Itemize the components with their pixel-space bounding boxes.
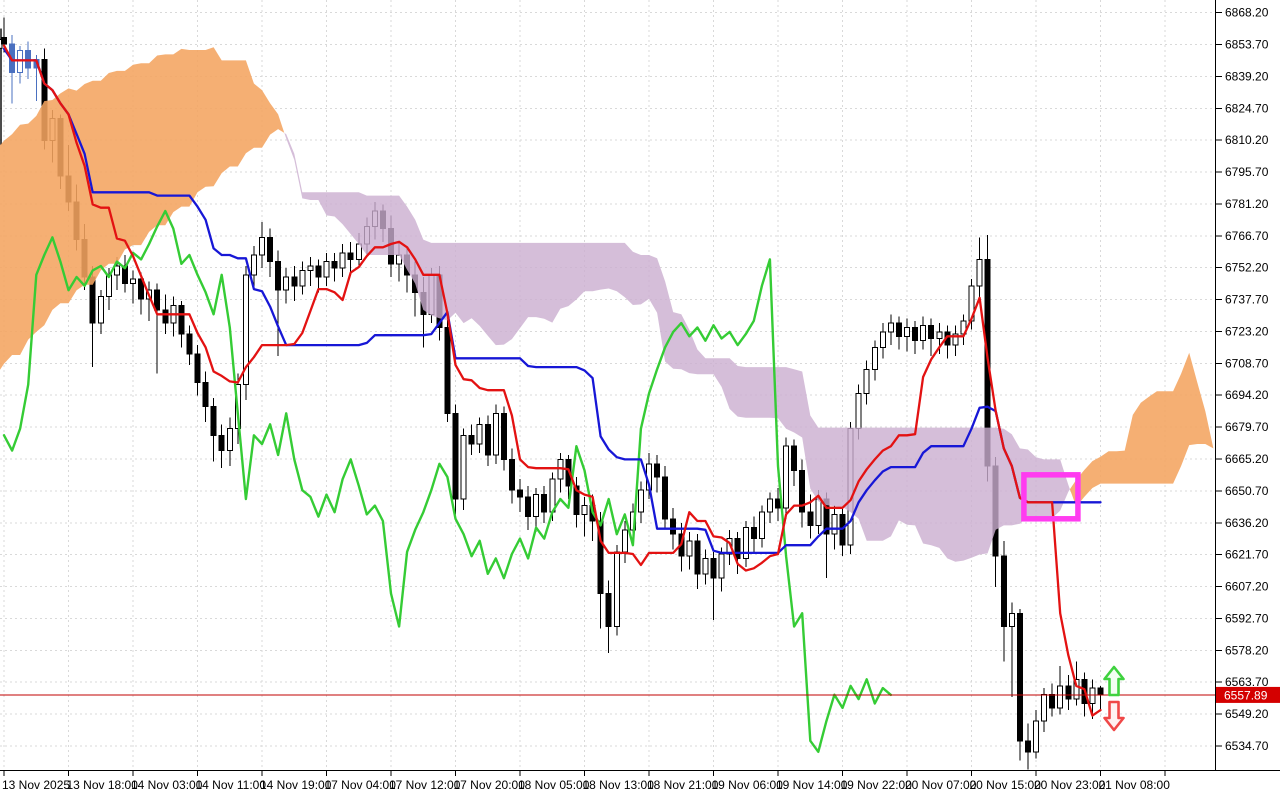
time-tick-label: 14 Nov 03:00 [131, 778, 203, 792]
price-tick-label: 6752.20 [1225, 261, 1269, 275]
time-tick-label: 19 Nov 06:00 [712, 778, 784, 792]
price-tick-label: 6621.70 [1225, 548, 1269, 562]
chikou-span-line [2, 209, 893, 753]
time-axis-panel [0, 771, 1280, 800]
time-tick-label: 17 Nov 20:00 [454, 778, 526, 792]
price-tick-label: 6810.20 [1225, 133, 1269, 147]
price-tick-label: 6694.20 [1225, 388, 1269, 402]
price-tick-label: 6868.20 [1225, 6, 1269, 20]
time-tick-label: 14 Nov 11:00 [196, 778, 267, 792]
time-tick-label: 18 Nov 13:00 [583, 778, 655, 792]
price-tick-label: 6679.70 [1225, 420, 1269, 434]
price-axis-labels: 6868.20 6853.70 6839.20 6824.70 6810.20 6795.… [1216, 6, 1269, 753]
time-tick-label: 17 Nov 12:00 [389, 778, 461, 792]
price-tick-label: 6578.20 [1225, 643, 1269, 657]
time-tick-label: 20 Nov 15:00 [970, 778, 1042, 792]
kijun-sen-line [2, 47, 1102, 555]
price-tick-label: 6708.70 [1225, 356, 1269, 370]
time-tick-label: 18 Nov 05:00 [518, 778, 590, 792]
price-tick-label: 6636.20 [1225, 516, 1269, 530]
tenkan-sen-line [2, 44, 1102, 717]
price-tick-label: 6839.20 [1225, 69, 1269, 83]
plot-area[interactable] [0, 17, 1280, 770]
price-tick-label: 6737.70 [1225, 293, 1269, 307]
price-tick-label: 6592.70 [1225, 611, 1269, 625]
time-tick-label: 13 Nov 18:00 [67, 778, 139, 792]
price-axis-panel [1216, 0, 1280, 800]
price-tick-label: 6650.70 [1225, 484, 1269, 498]
price-tick-label: 6795.70 [1225, 165, 1269, 179]
current-price-badge: 6557.89 [1216, 686, 1280, 703]
price-tick-label: 6853.70 [1225, 38, 1269, 52]
price-tick-label: 6563.70 [1225, 675, 1269, 689]
time-tick-label: 20 Nov 07:00 [905, 778, 977, 792]
partial-candle-left [0, 28, 3, 146]
price-tick-label: 6534.70 [1225, 739, 1269, 753]
time-tick-label: 20 Nov 23:00 [1034, 778, 1106, 792]
time-tick-label: 13 Nov 2025 [2, 778, 70, 792]
price-tick-label: 6781.20 [1225, 197, 1269, 211]
price-tick-label: 6665.20 [1225, 452, 1269, 466]
time-tick-label: 19 Nov 14:00 [776, 778, 848, 792]
time-tick-label: 18 Nov 21:00 [647, 778, 719, 792]
time-tick-label: 17 Nov 04:00 [325, 778, 397, 792]
up-arrow-icon[interactable] [1103, 665, 1125, 697]
highlight-rectangle[interactable] [1021, 472, 1081, 522]
ichimoku-cloud [0, 47, 1215, 562]
time-tick-label: 19 Nov 22:00 [841, 778, 913, 792]
price-tick-label: 6607.20 [1225, 580, 1269, 594]
price-tick-label: 6766.70 [1225, 229, 1269, 243]
price-tick-label: 6824.70 [1225, 101, 1269, 115]
svg-text:6557.89: 6557.89 [1224, 688, 1268, 702]
time-tick-label: 21 Nov 08:00 [1099, 778, 1171, 792]
price-tick-label: 6549.20 [1225, 707, 1269, 721]
price-tick-label: 6723.20 [1225, 324, 1269, 338]
down-arrow-icon[interactable] [1103, 700, 1125, 732]
time-tick-label: 14 Nov 19:00 [260, 778, 332, 792]
